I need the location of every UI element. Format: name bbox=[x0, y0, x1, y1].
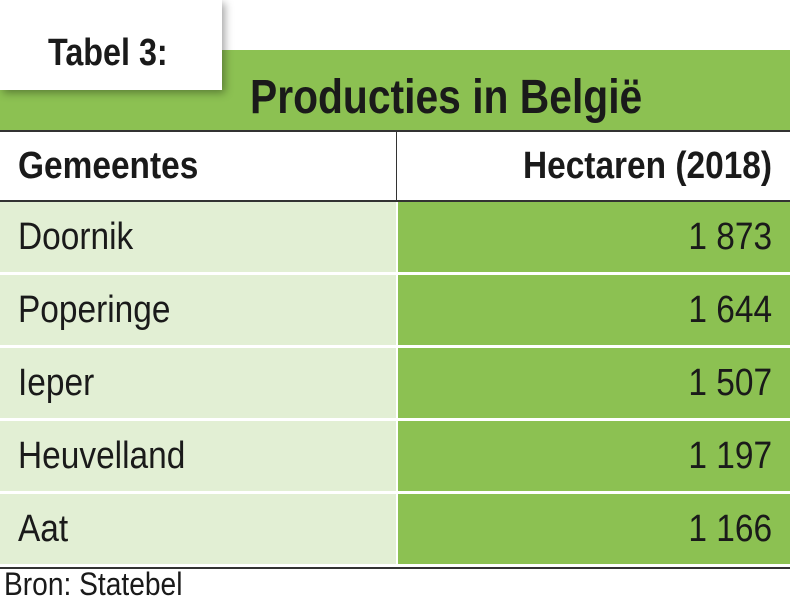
divider bbox=[396, 132, 397, 200]
cell-bg bbox=[0, 421, 396, 491]
header-cell: Hectaren (2018) bbox=[522, 144, 772, 187]
cell-bg bbox=[0, 202, 396, 272]
hectares: 1 507 bbox=[688, 361, 772, 404]
hectares: 1 644 bbox=[688, 288, 772, 331]
cell-bg bbox=[398, 202, 790, 272]
table-row: Aat 1 166 bbox=[0, 494, 790, 567]
title: Producties in België bbox=[250, 71, 643, 124]
bottom-rule bbox=[0, 567, 790, 569]
cell-bg bbox=[0, 275, 396, 345]
header-cell: Gemeentes bbox=[18, 144, 199, 187]
table-label: Tabel 3: bbox=[48, 32, 168, 74]
municipality: Heuvelland bbox=[18, 434, 186, 477]
header-row: Gemeentes Hectaren (2018) bbox=[0, 130, 790, 202]
municipality: Ieper bbox=[18, 361, 95, 404]
municipality: Doornik bbox=[18, 215, 134, 258]
table: Gemeentes Hectaren (2018) Doornik 1 873 Po… bbox=[0, 130, 790, 569]
table-row: Ieper 1 507 bbox=[0, 348, 790, 421]
municipality: Poperinge bbox=[18, 288, 171, 331]
table-row: Poperinge 1 644 bbox=[0, 275, 790, 348]
cell-bg bbox=[0, 494, 396, 564]
cell-bg bbox=[0, 348, 396, 418]
label-box: Tabel 3: bbox=[0, 0, 222, 90]
table-row: Heuvelland 1 197 bbox=[0, 421, 790, 494]
hectares: 1 197 bbox=[688, 434, 772, 477]
cell-bg bbox=[398, 348, 790, 418]
cell-bg bbox=[398, 275, 790, 345]
cell-bg bbox=[398, 494, 790, 564]
table-row: Doornik 1 873 bbox=[0, 202, 790, 275]
hectares: 1 873 bbox=[688, 215, 772, 258]
hectares: 1 166 bbox=[688, 507, 772, 550]
municipality: Aat bbox=[18, 507, 69, 550]
source: Bron: Statebel bbox=[4, 566, 183, 602]
cell-bg bbox=[398, 421, 790, 491]
